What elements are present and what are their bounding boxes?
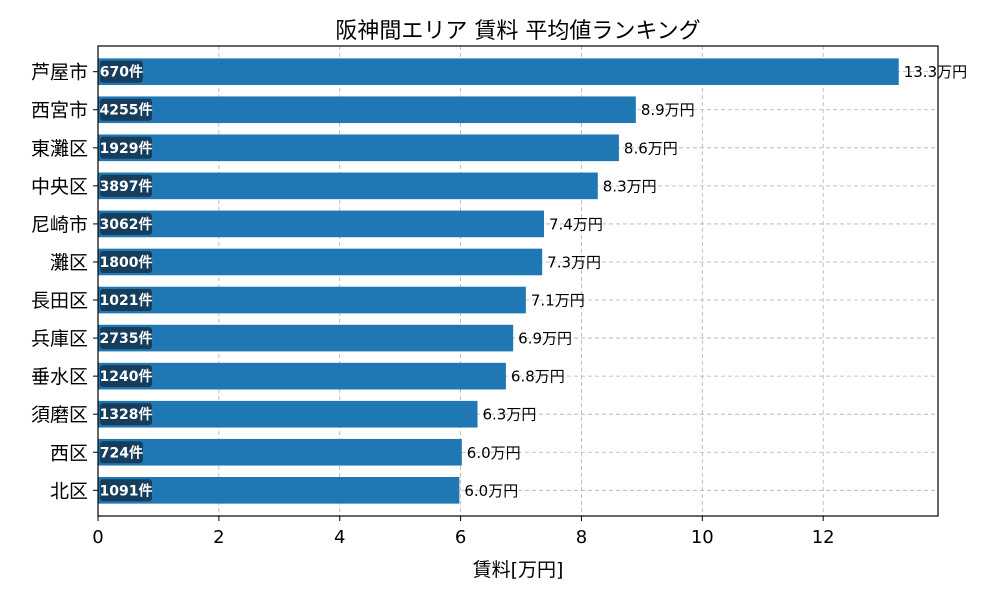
x-axis-label: 賃料[万円] xyxy=(473,559,564,581)
count-badge xyxy=(100,289,152,312)
y-tick-label: 北区 xyxy=(50,480,88,502)
count-label: 2735件 xyxy=(100,330,153,347)
value-label: 8.6万円 xyxy=(624,139,678,157)
count-label: 3897件 xyxy=(100,178,153,195)
x-tick-label: 2 xyxy=(213,527,224,548)
x-tick-label: 8 xyxy=(576,527,587,548)
y-tick-label: 東灘区 xyxy=(31,138,88,160)
bar xyxy=(98,210,544,238)
y-tick-label: 垂水区 xyxy=(31,366,88,388)
y-tick-label: 灘区 xyxy=(50,252,88,274)
bar xyxy=(98,286,526,314)
y-tick-label: 兵庫区 xyxy=(31,328,88,350)
count-label: 1328件 xyxy=(100,406,153,423)
count-badge xyxy=(100,327,152,350)
y-tick-label: 長田区 xyxy=(31,290,88,312)
y-tick-label: 西区 xyxy=(50,442,88,464)
value-label: 6.3万円 xyxy=(483,406,537,424)
bar-layer xyxy=(98,58,899,504)
bar xyxy=(98,172,598,200)
count-badge xyxy=(100,250,152,273)
y-tick-label: 西宮市 xyxy=(31,100,88,122)
count-badge xyxy=(100,98,152,121)
value-label: 8.3万円 xyxy=(603,177,657,195)
bar xyxy=(98,400,478,428)
bar xyxy=(98,134,619,162)
plot-frame xyxy=(97,45,939,517)
count-label: 1800件 xyxy=(100,254,153,271)
count-label: 1240件 xyxy=(100,368,153,385)
bar xyxy=(98,248,543,276)
value-label: 13.3万円 xyxy=(904,63,967,81)
count-badge xyxy=(100,479,152,502)
value-label: 7.4万円 xyxy=(549,215,603,233)
value-label: 6.0万円 xyxy=(464,482,518,500)
bar xyxy=(98,438,462,466)
bar xyxy=(98,362,506,390)
value-label: 6.9万円 xyxy=(518,330,572,348)
bar xyxy=(98,96,636,124)
y-tick-label: 中央区 xyxy=(31,176,88,198)
y-tick-label: 須磨区 xyxy=(31,404,88,426)
bar xyxy=(98,58,899,86)
chart-title: 阪神間エリア 賃料 平均値ランキング xyxy=(335,19,700,44)
value-label: 7.3万円 xyxy=(547,253,601,271)
count-label: 1091件 xyxy=(100,482,153,499)
count-label: 670件 xyxy=(100,64,143,81)
value-label: 7.1万円 xyxy=(531,292,585,310)
count-badge xyxy=(100,212,152,235)
count-badge xyxy=(100,365,152,388)
x-tick-label: 4 xyxy=(334,527,345,548)
x-tick-label: 0 xyxy=(92,527,103,548)
count-badge xyxy=(100,136,152,159)
count-label: 4255件 xyxy=(100,102,153,119)
count-badge xyxy=(100,403,152,426)
x-tick-label: 10 xyxy=(691,527,714,548)
y-tick-label: 芦屋市 xyxy=(31,62,88,84)
count-badge xyxy=(100,60,143,83)
value-label: 6.8万円 xyxy=(511,368,565,386)
count-label: 1929件 xyxy=(100,140,153,157)
x-tick-label: 12 xyxy=(812,527,835,548)
bar xyxy=(98,324,514,352)
count-label: 724件 xyxy=(100,444,143,461)
label-layer: 670件 13.3万円 4255件 8.9万円 1929件 8.6万円 3897件 8.3万円… xyxy=(100,60,967,502)
count-label: 3062件 xyxy=(100,216,153,233)
count-label: 1021件 xyxy=(100,292,153,309)
count-badge xyxy=(100,174,152,197)
value-label: 8.9万円 xyxy=(641,101,695,119)
y-tick-label: 尼崎市 xyxy=(31,214,88,236)
bar xyxy=(98,476,460,504)
x-tick-label: 6 xyxy=(455,527,466,548)
value-label: 6.0万円 xyxy=(467,444,521,462)
count-badge xyxy=(100,441,143,464)
